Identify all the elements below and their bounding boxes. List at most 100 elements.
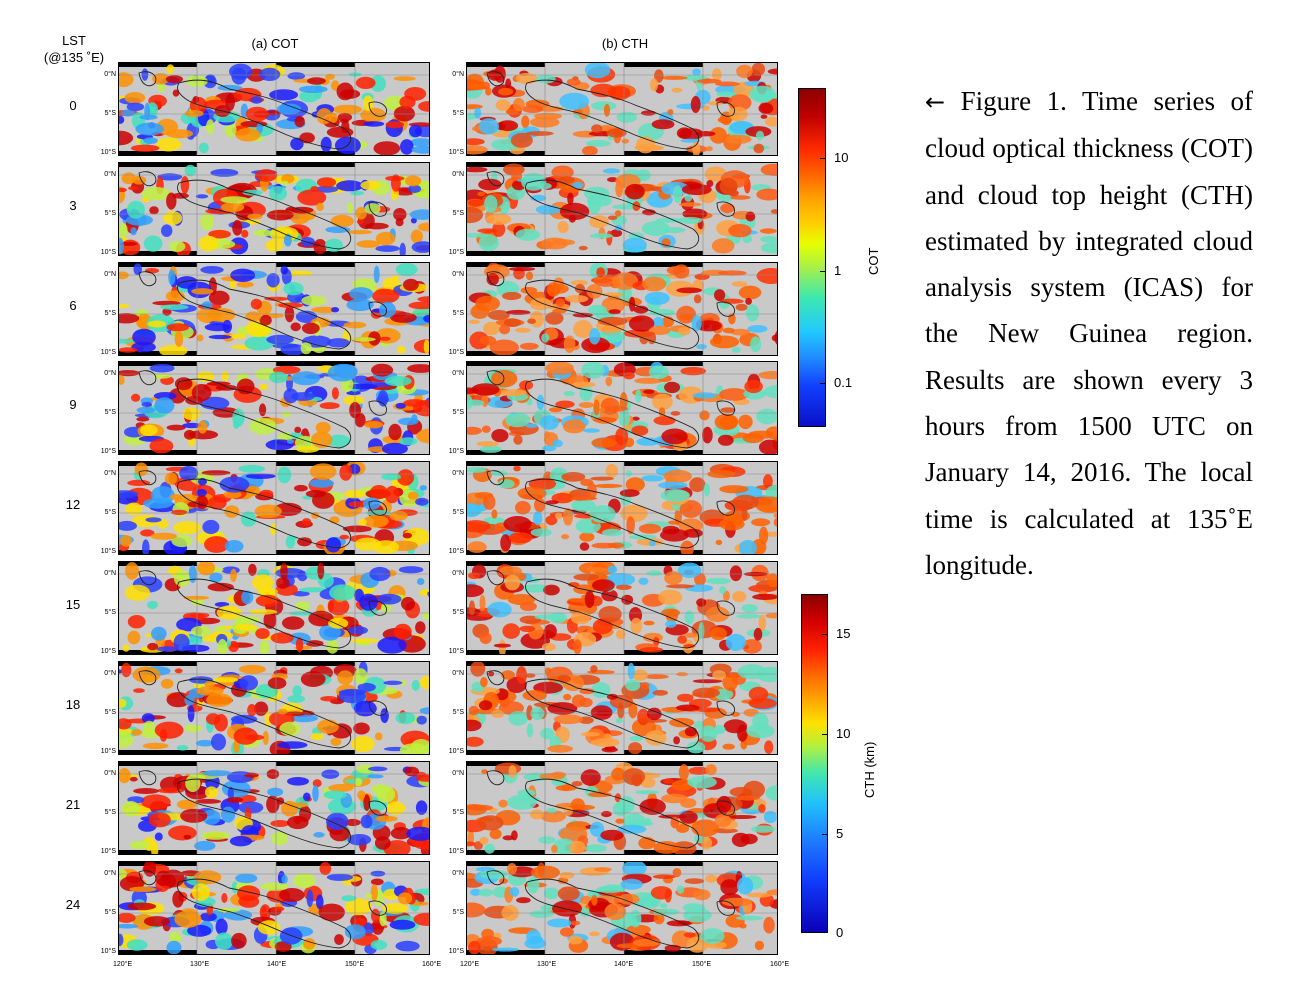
cloud-patch — [135, 122, 164, 136]
cloud-patch — [664, 571, 683, 585]
cloud-patch — [627, 662, 635, 680]
lat-label: 0°N — [104, 271, 116, 278]
cloud-patch — [552, 439, 563, 448]
cloud-patch — [519, 342, 539, 350]
cloud-patch — [254, 504, 282, 519]
cloud-patch — [701, 836, 713, 850]
cloud-patch — [499, 324, 511, 335]
cloud-patch — [649, 78, 659, 92]
cloud-patch — [610, 229, 623, 237]
cloud-patch — [415, 800, 428, 815]
cloud-patch — [176, 799, 197, 810]
cloud-patch — [593, 399, 600, 416]
cloud-patch — [557, 886, 580, 901]
lat-label: 5°S — [104, 709, 116, 716]
cloud-patch — [763, 916, 775, 934]
map-frame-segment — [276, 550, 355, 554]
cloud-patch — [149, 206, 159, 215]
cloud-patch — [764, 740, 774, 754]
cloud-patch — [619, 489, 640, 497]
lat-label: 10°S — [100, 748, 116, 755]
cloud-patch — [399, 242, 406, 255]
cloud-patch — [680, 366, 706, 376]
cloud-patch — [746, 892, 772, 898]
cloud-patch — [151, 626, 167, 641]
cloud-patch — [409, 124, 422, 138]
cloud-patch — [756, 268, 777, 284]
cloud-patch — [622, 768, 646, 786]
cloud-patch — [643, 620, 655, 626]
cloud-patch — [530, 809, 544, 820]
cloud-patch — [663, 778, 674, 784]
cth-map-panel — [466, 761, 778, 855]
cloud-patch — [591, 894, 598, 906]
cloud-patch — [638, 523, 662, 534]
cloud-patch — [758, 804, 766, 813]
cloud-patch — [279, 721, 301, 736]
cloud-patch — [139, 114, 158, 120]
cloud-patch — [530, 706, 545, 721]
cloud-patch — [581, 337, 610, 353]
map-frame-strip — [119, 263, 429, 267]
cloud-patch — [522, 105, 544, 113]
cloud-patch — [670, 816, 679, 829]
cloud-patch — [687, 776, 717, 789]
cloud-patch — [375, 815, 398, 822]
cloud-patch — [222, 319, 233, 334]
cloud-patch — [235, 127, 261, 142]
cloud-patch — [714, 81, 740, 87]
cloud-patch — [676, 824, 690, 833]
cloud-patch — [370, 878, 384, 886]
cloud-patch — [201, 470, 231, 476]
cloud-patch — [605, 376, 613, 387]
cloud-patch — [676, 885, 685, 894]
cloud-patch — [467, 902, 486, 918]
cloud-patch — [648, 540, 656, 547]
cloud-patch — [136, 406, 156, 414]
cloud-patch — [640, 777, 656, 788]
cloud-patch — [467, 719, 482, 732]
cloud-patch — [483, 321, 500, 336]
cloud-patch — [516, 897, 531, 904]
cloud-patch — [568, 935, 583, 945]
cloud-patch — [120, 535, 132, 547]
cloud-patch — [344, 489, 365, 499]
cloud-patch — [629, 909, 642, 928]
cloud-patch — [140, 529, 155, 537]
lat-label: 10°S — [100, 948, 116, 955]
cloud-patch — [602, 528, 623, 537]
cloud-patch — [476, 936, 502, 947]
cloud-patch — [478, 118, 499, 135]
cloud-patch — [188, 430, 219, 440]
cloud-patch — [231, 881, 239, 894]
cloud-patch — [126, 939, 148, 951]
cloud-patch — [224, 122, 237, 138]
cloud-patch — [655, 217, 682, 223]
cloud-patch — [342, 525, 372, 533]
cloud-patch — [166, 64, 175, 74]
cloud-patch — [486, 213, 512, 225]
cloud-patch — [141, 402, 152, 407]
cloud-patch — [384, 375, 412, 387]
cloud-patch — [467, 166, 488, 173]
cloud-patch — [586, 284, 603, 299]
cloud-patch — [184, 164, 197, 177]
cloud-patch — [371, 784, 390, 794]
cloud-patch — [393, 105, 415, 122]
cloud-patch — [730, 328, 750, 336]
cloud-patch — [383, 680, 403, 685]
cloud-patch — [380, 708, 389, 724]
map-frame-segment — [119, 263, 197, 267]
cloud-patch — [173, 521, 202, 535]
cloud-patch — [645, 730, 667, 746]
cloud-patch — [119, 304, 130, 309]
cloud-patch — [355, 207, 367, 220]
cloud-patch — [287, 695, 306, 703]
cloud-patch — [415, 497, 429, 506]
cloud-patch — [481, 425, 491, 433]
cloud-patch — [126, 200, 145, 219]
cloud-patch — [195, 799, 222, 804]
cloud-patch — [478, 234, 499, 252]
cloud-patch — [390, 312, 417, 323]
map-frame-segment — [467, 850, 545, 854]
